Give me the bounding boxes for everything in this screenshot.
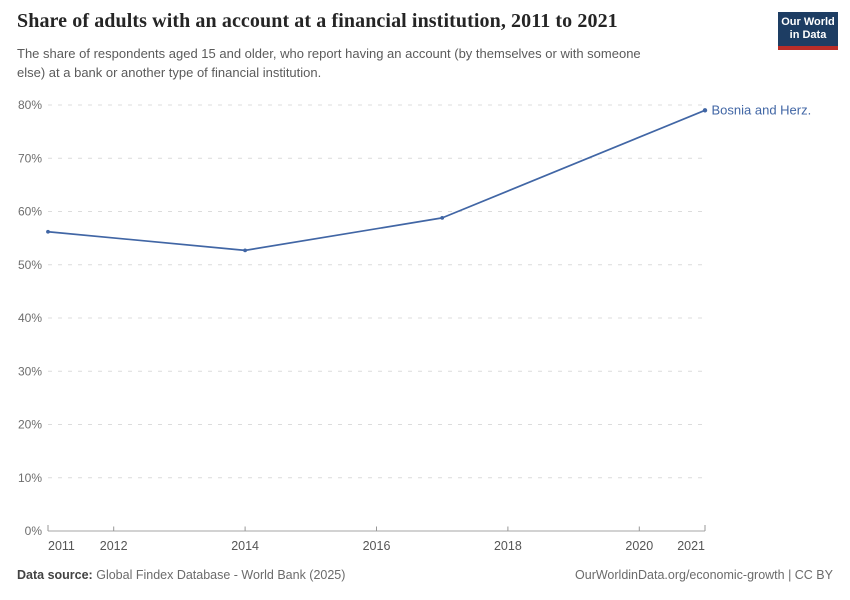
y-axis-tick-label: 50% xyxy=(18,258,42,272)
data-point xyxy=(702,108,708,113)
data-point xyxy=(46,229,50,234)
data-source: Data source: Global Findex Database - Wo… xyxy=(17,568,345,582)
x-axis-tick-label: 2018 xyxy=(494,539,522,553)
x-axis-tick-label: 2020 xyxy=(625,539,653,553)
data-source-value: Global Findex Database - World Bank (202… xyxy=(96,568,346,582)
trend-line xyxy=(47,109,706,252)
y-axis-tick-label: 10% xyxy=(18,471,42,485)
data-point xyxy=(243,248,248,253)
data-point xyxy=(440,215,445,220)
x-axis-tick-label: 2016 xyxy=(363,539,391,553)
owid-logo-line1: Our World xyxy=(781,16,835,28)
attribution-link: OurWorldinData.org/economic-growth | CC … xyxy=(575,568,833,582)
y-axis-tick-label: 40% xyxy=(18,311,42,325)
owid-logo: Our World in Data xyxy=(778,12,838,50)
x-axis-tick-label: 2011 xyxy=(48,539,75,553)
chart-title: Share of adults with an account at a fin… xyxy=(17,10,618,32)
x-axis-tick-label: 2021 xyxy=(677,539,705,553)
chart-footer: Data source: Global Findex Database - Wo… xyxy=(17,568,833,582)
y-axis-tick-label: 20% xyxy=(18,418,42,432)
series-end-label: Bosnia and Herz. xyxy=(712,103,812,118)
x-axis-tick-label: 2014 xyxy=(231,539,259,553)
y-axis-tick-label: 30% xyxy=(18,364,42,378)
y-axis-tick-label: 60% xyxy=(18,205,42,219)
x-axis-tick-label: 2012 xyxy=(100,539,128,553)
data-source-label: Data source: xyxy=(17,568,93,582)
owid-logo-line2: in Data xyxy=(789,29,827,41)
chart-subtitle: The share of respondents aged 15 and old… xyxy=(17,46,641,80)
y-axis-tick-label: 70% xyxy=(18,151,42,165)
y-axis-tick-label: 0% xyxy=(25,524,43,538)
y-axis-tick-label: 80% xyxy=(18,98,42,112)
